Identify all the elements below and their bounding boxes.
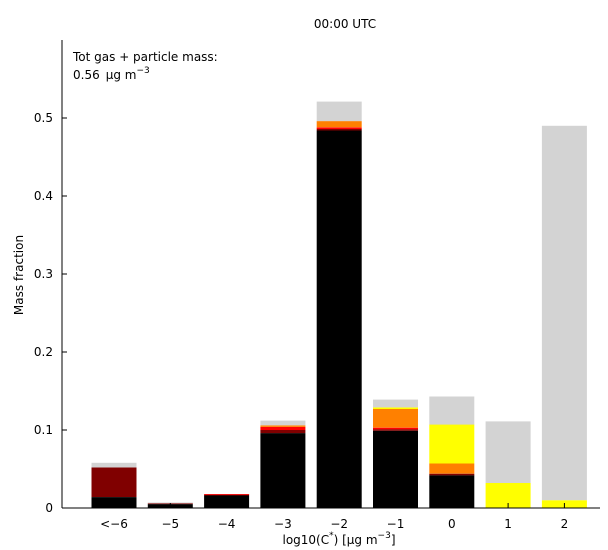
x-tick-label: 1 [504,517,512,531]
x-tick-label: <−6 [100,517,128,531]
bar-segment [373,408,418,428]
bar-segment [429,475,475,508]
annotation-unit: μg m [106,68,137,82]
y-tick-label: 0 [45,501,53,515]
bar-segment [316,128,362,131]
bars-group [91,101,587,508]
annotation-value: 0.56 [73,68,100,82]
bar-segment [373,430,418,508]
x-axis: <−6 −5 −4 −3 −2 −1 0 1 2 [100,503,568,531]
bar-segment [429,463,475,474]
x-label-end: ] [391,533,396,547]
x-tick-label: −1 [387,517,405,531]
annotation-line1: Tot gas + particle mass: [72,50,218,64]
bar-segment [316,101,362,122]
annotation-exp: −3 [136,66,149,76]
bar-segment [429,396,475,425]
x-tick-label: 0 [448,517,456,531]
bar-segment [91,497,137,508]
y-tick-label: 0.1 [34,423,53,437]
bar-segment [373,427,418,430]
bar-segment [373,429,418,431]
bar-segment [260,425,306,427]
bar-segment [485,421,531,483]
y-tick-label: 0.5 [34,111,53,125]
bar-segment [316,127,362,129]
bar-segment [91,462,137,468]
chart-title: 00:00 UTC [314,17,376,31]
bar-segment [91,467,137,497]
bar-segment [260,426,306,430]
x-label-main: log10(C [282,533,329,547]
bar-segment [260,420,306,426]
x-label-sup2: −3 [378,531,391,541]
bar-segment [204,494,250,496]
bar-segment [260,430,306,434]
bar-segment [429,424,475,464]
x-tick-label: −3 [274,517,292,531]
bar-segment [429,473,475,476]
y-tick-label: 0.2 [34,345,53,359]
annotation-line2: 0.56 μg m−3 [73,66,150,82]
bar-segment [260,433,306,508]
y-tick-label: 0.4 [34,189,53,203]
bar-segment [316,121,362,128]
bar-segment [541,125,587,501]
x-axis-label: log10(C*) [μg m−3] [282,531,395,547]
x-tick-label: 2 [561,517,569,531]
bar-segment [204,495,250,508]
bar-segment [316,130,362,508]
x-tick-label: −2 [330,517,348,531]
x-tick-label: −4 [218,517,236,531]
x-label-mid: ) [μg m [334,533,378,547]
x-label-sup1: * [329,531,334,541]
y-axis: 0 0.1 0.2 0.3 0.4 0.5 [34,111,67,515]
x-tick-label: −5 [161,517,179,531]
bar-segment [204,494,250,495]
bar-segment [373,407,418,409]
bar-segment [147,502,193,504]
y-axis-label: Mass fraction [12,235,26,315]
bar-segment [373,399,418,408]
y-tick-label: 0.3 [34,267,53,281]
